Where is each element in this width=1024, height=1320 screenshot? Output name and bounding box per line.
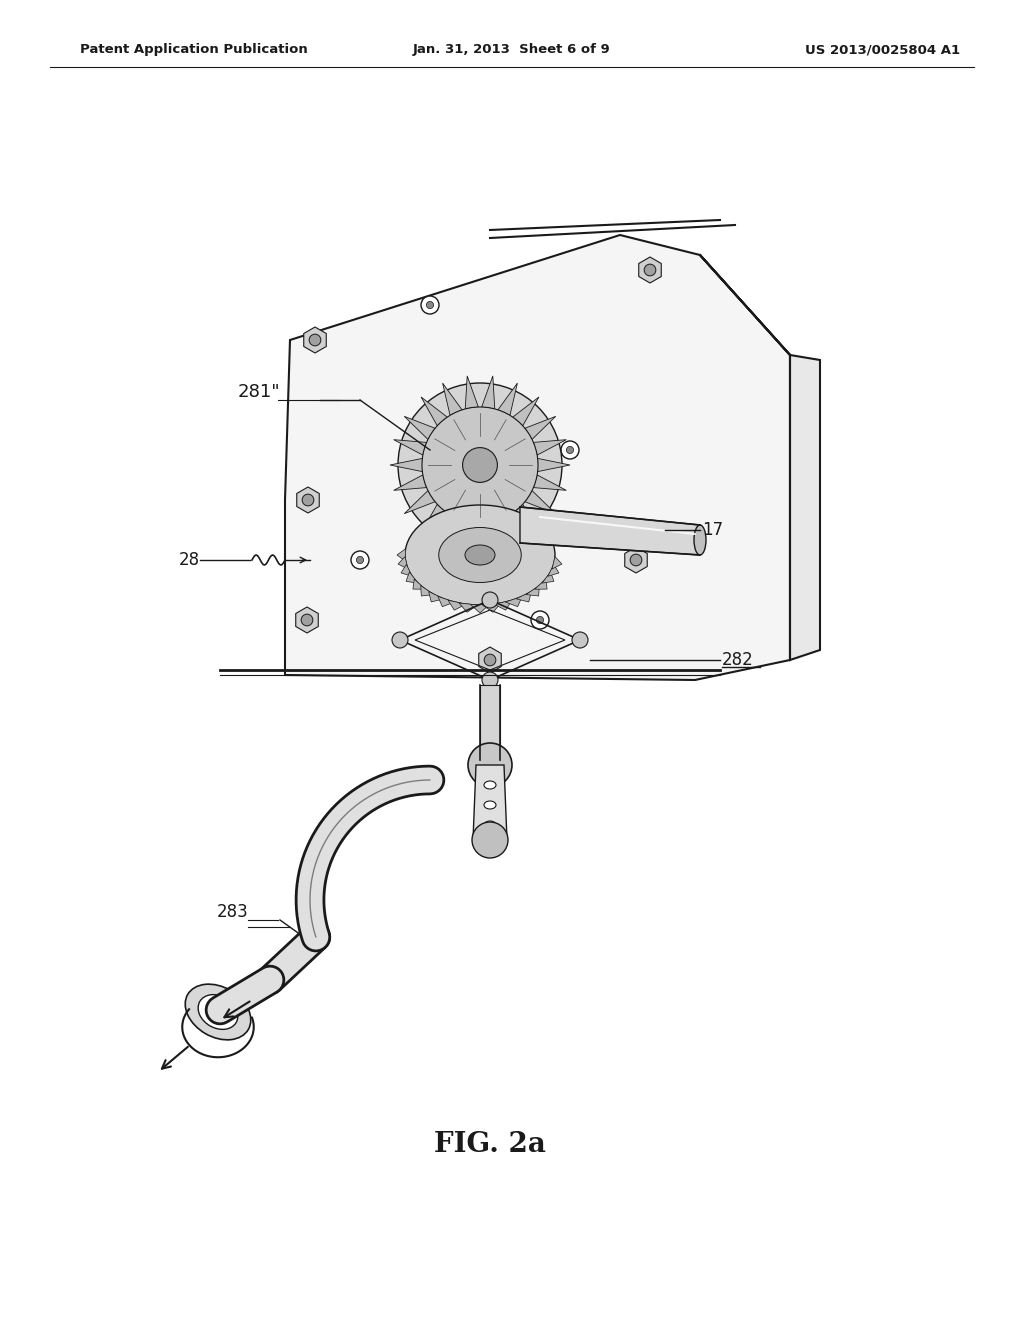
Polygon shape: [404, 416, 435, 440]
Ellipse shape: [484, 821, 496, 829]
Circle shape: [482, 672, 498, 688]
Polygon shape: [465, 521, 478, 554]
Circle shape: [537, 616, 544, 623]
Polygon shape: [534, 475, 566, 490]
Circle shape: [309, 334, 321, 346]
Circle shape: [356, 557, 364, 564]
Polygon shape: [413, 579, 425, 589]
Text: 17: 17: [702, 521, 723, 539]
Polygon shape: [625, 546, 647, 573]
Circle shape: [472, 822, 508, 858]
Polygon shape: [465, 376, 478, 409]
Polygon shape: [482, 603, 501, 612]
Polygon shape: [473, 766, 507, 840]
Ellipse shape: [406, 506, 555, 605]
Polygon shape: [421, 504, 447, 533]
Polygon shape: [538, 458, 570, 471]
Polygon shape: [442, 515, 462, 546]
Polygon shape: [479, 647, 502, 673]
Polygon shape: [525, 491, 556, 513]
Circle shape: [301, 614, 313, 626]
Polygon shape: [513, 397, 539, 426]
Ellipse shape: [198, 994, 238, 1030]
Ellipse shape: [185, 985, 251, 1040]
Polygon shape: [516, 591, 531, 602]
Polygon shape: [494, 601, 512, 610]
Ellipse shape: [465, 545, 495, 565]
Polygon shape: [498, 383, 517, 416]
Text: 28: 28: [179, 550, 200, 569]
Text: Jan. 31, 2013  Sheet 6 of 9: Jan. 31, 2013 Sheet 6 of 9: [413, 44, 611, 57]
Polygon shape: [548, 565, 559, 577]
Polygon shape: [401, 565, 412, 577]
Circle shape: [398, 383, 562, 546]
Circle shape: [421, 296, 439, 314]
Polygon shape: [471, 605, 489, 612]
Ellipse shape: [484, 801, 496, 809]
Ellipse shape: [484, 781, 496, 789]
Polygon shape: [397, 549, 406, 561]
Polygon shape: [429, 591, 443, 602]
Circle shape: [531, 611, 549, 630]
Polygon shape: [393, 475, 427, 490]
Circle shape: [644, 264, 655, 276]
Circle shape: [468, 743, 512, 787]
Polygon shape: [520, 507, 700, 554]
Text: US 2013/0025804 A1: US 2013/0025804 A1: [805, 44, 961, 57]
Circle shape: [463, 447, 498, 482]
Polygon shape: [639, 257, 662, 282]
Circle shape: [351, 550, 369, 569]
Polygon shape: [398, 557, 408, 569]
Polygon shape: [526, 586, 540, 597]
Polygon shape: [481, 521, 495, 554]
Polygon shape: [513, 504, 539, 533]
Circle shape: [302, 494, 313, 506]
Polygon shape: [459, 603, 477, 612]
Ellipse shape: [694, 525, 706, 554]
Text: 282: 282: [722, 651, 754, 669]
Polygon shape: [304, 327, 327, 352]
Polygon shape: [449, 601, 466, 610]
Polygon shape: [552, 557, 562, 569]
Circle shape: [426, 301, 433, 309]
Polygon shape: [525, 416, 556, 440]
Polygon shape: [421, 397, 447, 426]
Text: FIG. 2a: FIG. 2a: [434, 1131, 546, 1159]
Circle shape: [417, 446, 424, 454]
Polygon shape: [421, 586, 434, 597]
Polygon shape: [700, 255, 820, 660]
Circle shape: [411, 441, 429, 459]
Circle shape: [630, 554, 642, 566]
Circle shape: [482, 591, 498, 609]
Polygon shape: [498, 515, 517, 546]
Polygon shape: [404, 491, 435, 513]
Text: Patent Application Publication: Patent Application Publication: [80, 44, 308, 57]
Polygon shape: [393, 440, 427, 455]
Circle shape: [484, 655, 496, 665]
Ellipse shape: [438, 528, 521, 582]
Text: 281": 281": [238, 383, 280, 401]
Polygon shape: [297, 487, 319, 513]
Polygon shape: [390, 458, 422, 471]
Polygon shape: [535, 579, 547, 589]
Polygon shape: [534, 440, 566, 455]
Polygon shape: [438, 597, 455, 607]
Polygon shape: [542, 572, 554, 583]
Polygon shape: [442, 383, 462, 416]
Text: 283: 283: [216, 903, 248, 921]
Circle shape: [566, 446, 573, 454]
Polygon shape: [481, 376, 495, 409]
Polygon shape: [285, 235, 790, 680]
Circle shape: [561, 441, 579, 459]
Polygon shape: [506, 597, 522, 607]
Circle shape: [572, 632, 588, 648]
Polygon shape: [480, 685, 500, 760]
Polygon shape: [296, 607, 318, 634]
Polygon shape: [407, 572, 418, 583]
Circle shape: [392, 632, 408, 648]
Circle shape: [422, 407, 538, 523]
